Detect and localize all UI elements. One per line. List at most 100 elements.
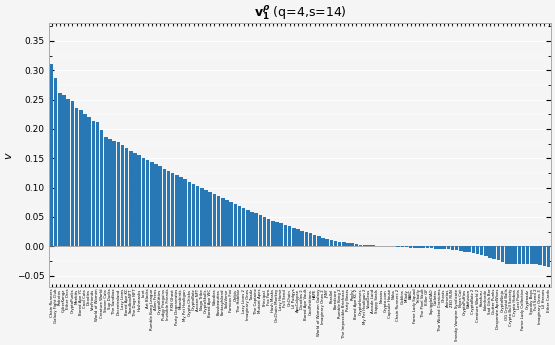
Bar <box>191 184 195 246</box>
Bar <box>242 208 245 246</box>
Bar <box>113 141 116 246</box>
Bar <box>70 101 74 246</box>
Bar <box>104 137 108 246</box>
Bar <box>300 231 304 246</box>
Bar <box>209 192 212 246</box>
Bar <box>338 241 341 246</box>
Bar <box>355 244 358 246</box>
Bar <box>163 169 166 246</box>
Bar <box>133 153 137 246</box>
Bar <box>513 246 517 264</box>
Bar <box>371 245 375 246</box>
Bar <box>363 245 366 246</box>
Bar <box>317 236 321 246</box>
Bar <box>526 246 529 264</box>
Bar <box>417 246 421 247</box>
Bar <box>166 171 170 246</box>
Bar <box>150 162 154 246</box>
Bar <box>146 160 149 246</box>
Bar <box>313 235 316 246</box>
Bar <box>467 246 471 252</box>
Bar <box>413 246 417 247</box>
Bar <box>438 246 442 249</box>
Bar <box>442 246 446 249</box>
Bar <box>451 246 454 250</box>
Bar <box>522 246 525 264</box>
Bar <box>225 200 229 246</box>
Bar <box>50 64 53 246</box>
Bar <box>509 246 513 264</box>
Bar <box>117 142 120 246</box>
Bar <box>463 246 467 252</box>
Y-axis label: $v$: $v$ <box>4 151 14 160</box>
Bar <box>217 196 220 246</box>
Bar <box>234 204 237 246</box>
Bar <box>200 188 204 246</box>
Bar <box>259 215 262 246</box>
Bar <box>121 145 124 246</box>
Bar <box>175 175 179 246</box>
Bar <box>250 212 254 246</box>
Bar <box>100 130 103 246</box>
Bar <box>171 173 174 246</box>
Bar <box>421 246 425 248</box>
Bar <box>196 186 199 246</box>
Bar <box>488 246 492 257</box>
Bar <box>142 158 145 246</box>
Bar <box>342 242 346 246</box>
Bar <box>346 243 350 246</box>
Bar <box>83 114 87 246</box>
Bar <box>296 229 300 246</box>
Bar <box>517 246 521 264</box>
Bar <box>92 121 95 246</box>
Bar <box>401 246 404 247</box>
Bar <box>505 246 508 264</box>
Bar <box>547 246 551 267</box>
Bar <box>246 210 250 246</box>
Bar <box>430 246 433 248</box>
Bar <box>292 228 296 246</box>
Bar <box>330 240 333 246</box>
Bar <box>280 224 283 246</box>
Bar <box>138 155 141 246</box>
Bar <box>284 225 287 246</box>
Bar <box>497 246 500 260</box>
Bar <box>530 246 533 264</box>
Bar <box>213 194 216 246</box>
Bar <box>263 217 266 246</box>
Bar <box>538 246 542 265</box>
Bar <box>484 246 488 256</box>
Bar <box>154 164 158 246</box>
Bar <box>367 245 371 246</box>
Bar <box>75 108 78 246</box>
Bar <box>254 214 258 246</box>
Bar <box>221 198 225 246</box>
Bar <box>158 167 162 246</box>
Bar <box>305 232 308 246</box>
Bar <box>492 246 496 259</box>
Bar <box>125 148 128 246</box>
Bar <box>480 246 483 255</box>
Bar <box>405 246 408 247</box>
Bar <box>275 222 279 246</box>
Bar <box>108 139 112 246</box>
Bar <box>62 96 66 246</box>
Bar <box>455 246 458 250</box>
Bar <box>54 78 58 246</box>
Bar <box>183 179 187 246</box>
Bar <box>238 206 241 246</box>
Bar <box>426 246 429 248</box>
Bar <box>267 219 270 246</box>
Bar <box>476 246 480 254</box>
Bar <box>87 117 91 246</box>
Bar <box>288 226 291 246</box>
Bar <box>472 246 475 253</box>
Bar <box>58 92 62 246</box>
Bar <box>67 99 70 246</box>
Bar <box>396 246 400 247</box>
Bar <box>409 246 412 247</box>
Bar <box>95 122 99 246</box>
Bar <box>129 151 133 246</box>
Bar <box>543 246 546 266</box>
Bar <box>271 220 275 246</box>
